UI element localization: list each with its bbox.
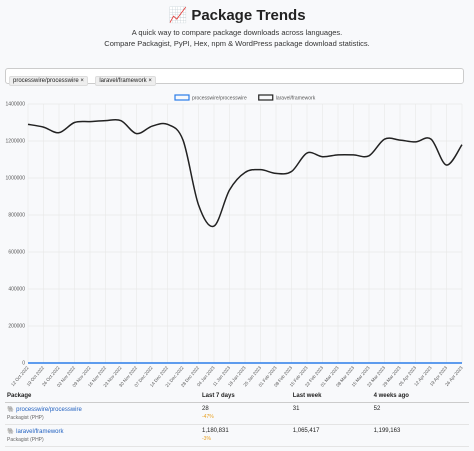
value: 1,180,831 — [202, 428, 229, 434]
cell: 🐘 laravel/framework Packagist (PHP) — [5, 424, 200, 447]
header-cell: Last 7 days — [200, 390, 291, 403]
legend-label: laravel/framework — [276, 95, 316, 101]
cell: 31 — [290, 402, 372, 425]
cell: 52 — [371, 402, 469, 425]
legend-swatch — [174, 94, 190, 101]
change: -3% — [202, 436, 211, 442]
title-text: Package Trends — [191, 7, 306, 24]
package-link[interactable]: processwire/processwire — [16, 407, 82, 413]
registry: Packagist (PHP) — [7, 437, 44, 443]
y-tick-label: 400000 — [8, 286, 25, 292]
cell: 1,065,417 — [290, 424, 372, 447]
y-tick-label: 600000 — [8, 249, 25, 255]
subtitle: Compare Packagist, PyPI, Hex, npm & Word… — [104, 39, 370, 48]
tag[interactable]: laravel/framework × — [95, 76, 156, 86]
title: 📈 Package Trends — [168, 7, 306, 24]
cell: 28 -47% — [200, 402, 291, 425]
legend-swatch — [258, 94, 274, 101]
y-tick-label: 1400000 — [6, 101, 26, 107]
header-cell: Last week — [290, 390, 372, 403]
value: 28 — [202, 406, 209, 412]
chart: 0 200000 400000 600000 800000 1000000 1200000 1… — [6, 94, 464, 388]
subtitle: A quick way to compare package downloads… — [131, 28, 343, 37]
search-box[interactable]: processwire/processwire × laravel/framew… — [5, 68, 464, 86]
tag-text: laravel/framework — [99, 78, 147, 84]
header-cell: 4 weeks ago — [371, 390, 469, 403]
series-line — [27, 118, 463, 228]
cell: 1,199,163 — [371, 424, 469, 447]
legend-label: processwire/processwire — [192, 95, 247, 101]
y-tick-label: 200000 — [8, 323, 25, 329]
row: 🐘 processwire/processwire Packagist (PHP)… — [5, 402, 469, 425]
tag[interactable]: processwire/processwire × — [9, 76, 88, 86]
table: Package Last 7 days Last week 4 weeks ag… — [5, 390, 469, 447]
tag-text: processwire/processwire — [13, 78, 79, 84]
change: -47% — [202, 414, 214, 420]
header-cell: Package — [5, 390, 200, 403]
y-tick-label: 0 — [22, 360, 25, 366]
cell: 🐘 processwire/processwire Packagist (PHP) — [5, 402, 200, 425]
y-tick-label: 1000000 — [6, 175, 26, 181]
y-tick-label: 800000 — [8, 212, 25, 218]
y-tick-label: 1200000 — [6, 138, 26, 144]
row: 🐘 laravel/framework Packagist (PHP) 1,180… — [5, 424, 469, 447]
registry: Packagist (PHP) — [7, 415, 44, 421]
package-link[interactable]: laravel/framework — [16, 429, 64, 435]
header-row: Package Last 7 days Last week 4 weeks ag… — [5, 390, 469, 403]
cell: 1,180,831 -3% — [200, 424, 291, 447]
